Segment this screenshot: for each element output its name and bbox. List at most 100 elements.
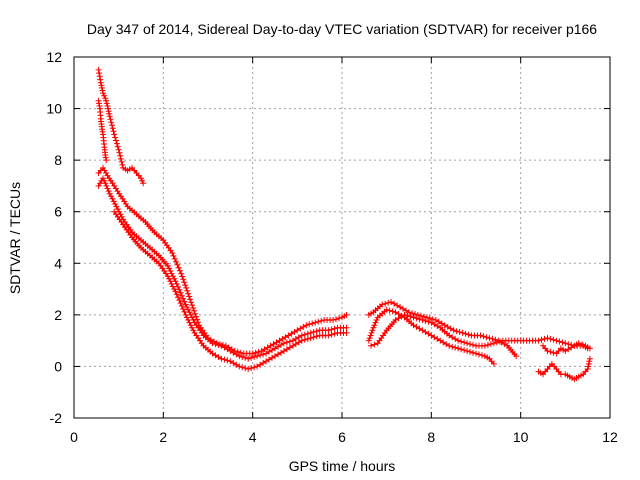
- data-point: [106, 113, 113, 120]
- data-point: [164, 273, 171, 280]
- data-point: [236, 353, 243, 360]
- y-tick-label: 4: [54, 255, 62, 271]
- data-point: [565, 341, 572, 348]
- data-point: [183, 284, 190, 291]
- data-point: [178, 270, 185, 277]
- data-point: [187, 296, 194, 303]
- data-point: [541, 335, 548, 342]
- data-point: [562, 340, 569, 347]
- data-point: [185, 290, 192, 297]
- y-tick-label: 6: [54, 204, 62, 220]
- data-point: [176, 297, 183, 304]
- data-point: [102, 180, 109, 187]
- data-point: [171, 255, 178, 262]
- data-point: [473, 350, 479, 357]
- data-point: [245, 366, 252, 372]
- data-point: [306, 321, 313, 328]
- data-point: [254, 353, 261, 360]
- y-tick-label: 0: [54, 358, 62, 374]
- data-point: [367, 332, 374, 339]
- data-point: [477, 332, 484, 339]
- series-track-c: [95, 164, 350, 357]
- data-point: [372, 319, 379, 326]
- data-point: [96, 70, 103, 77]
- data-point: [192, 310, 199, 317]
- data-point: [425, 318, 432, 325]
- data-point: [413, 315, 420, 322]
- data-point: [476, 351, 482, 358]
- data-point: [178, 303, 185, 309]
- data-point: [416, 316, 423, 323]
- data-point: [310, 334, 317, 341]
- data-point: [255, 348, 262, 355]
- data-point: [180, 295, 187, 302]
- data-point: [556, 338, 563, 345]
- data-point: [183, 304, 190, 311]
- data-point: [215, 341, 222, 348]
- data-point: [107, 116, 114, 123]
- data-point: [366, 335, 373, 342]
- data-point: [176, 267, 183, 274]
- data-point: [382, 300, 389, 307]
- data-point: [98, 84, 105, 91]
- data-point: [116, 149, 123, 156]
- data-point: [304, 335, 311, 342]
- data-point: [115, 146, 122, 153]
- data-point: [186, 309, 193, 316]
- data-point: [242, 365, 249, 372]
- data-point: [187, 322, 194, 329]
- data-point: [280, 340, 287, 347]
- data-point: [193, 313, 200, 320]
- data-point: [414, 311, 421, 318]
- data-point: [190, 305, 197, 311]
- data-point: [183, 314, 190, 321]
- data-point: [464, 340, 471, 347]
- data-point: [169, 250, 176, 256]
- data-point: [181, 279, 188, 286]
- data-point: [109, 125, 116, 132]
- x-tick-label: 2: [159, 429, 167, 445]
- data-point: [315, 318, 322, 325]
- data-point: [103, 100, 110, 107]
- data-point: [336, 315, 342, 322]
- data-point: [181, 308, 188, 315]
- data-point: [252, 349, 259, 356]
- data-point: [423, 314, 430, 321]
- data-point: [239, 354, 246, 360]
- axis-ticks: 0 2 4 6 8 10 12 -2 0 2 4 6 8 10 12: [46, 49, 618, 445]
- data-point: [496, 338, 503, 345]
- data-point: [175, 264, 182, 271]
- data-point: [417, 312, 424, 319]
- data-point: [401, 311, 408, 318]
- data-point: [385, 299, 392, 306]
- data-point: [461, 347, 468, 354]
- data-point: [426, 315, 433, 322]
- data-point: [169, 283, 176, 290]
- data-point: [188, 299, 195, 306]
- data-point: [249, 350, 256, 357]
- data-point: [114, 143, 121, 150]
- data-point: [176, 286, 183, 293]
- series-track-g: [365, 299, 520, 360]
- data-point: [379, 301, 386, 308]
- data-point: [313, 328, 320, 335]
- data-point: [513, 353, 520, 360]
- data-point: [470, 341, 476, 348]
- data-point: [177, 300, 184, 307]
- data-point: [446, 342, 453, 349]
- y-tick-label: 8: [54, 152, 62, 168]
- data-point: [180, 306, 187, 312]
- data-point: [575, 340, 582, 347]
- data-point: [325, 327, 332, 334]
- data-point: [453, 328, 460, 335]
- series-track-i: [535, 355, 593, 383]
- data-point: [251, 354, 258, 360]
- data-point: [368, 329, 375, 336]
- data-point: [480, 333, 487, 340]
- data-point: [184, 287, 191, 294]
- series-line: [113, 211, 347, 370]
- data-point: [449, 343, 456, 350]
- data-point: [455, 337, 462, 344]
- data-point: [177, 289, 184, 296]
- x-tick-label: 6: [338, 429, 346, 445]
